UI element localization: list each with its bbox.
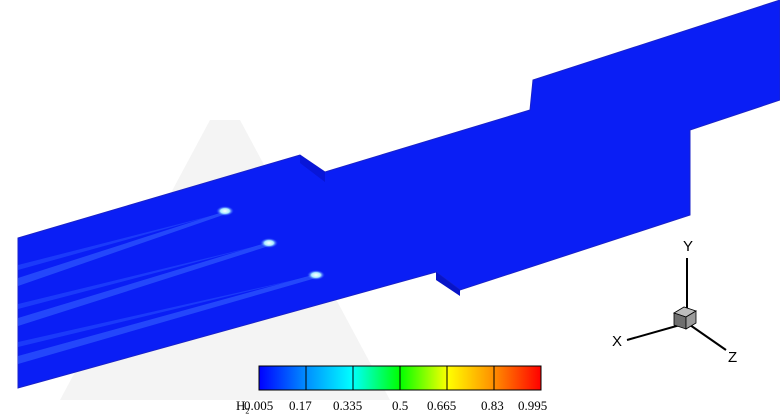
step-face-lower [436,272,460,296]
colorbar-tick-5: 0.83 [481,398,504,413]
jet-core-1 [216,206,234,216]
step-face-upper [300,155,325,182]
y-axis-label: Y [683,238,694,255]
z-axis-label: Z [728,349,738,366]
colorbar [258,365,542,391]
colorbar-tick-3: 0.5 [392,398,409,413]
axis-triad [626,258,727,351]
jet-trail-1b [18,212,226,270]
jet-trail-2 [18,242,269,326]
jet-trail-2b [18,243,269,309]
jet-core-2 [260,238,278,248]
cube-right [685,310,697,330]
legend-variable: H2 [236,398,249,416]
colorbar-tick-4: 0.665 [427,398,457,413]
colorbar-tick-2: 0.335 [333,398,363,413]
jet-trail-3 [18,274,316,364]
x-axis-label: X [612,333,623,350]
colorbar-tick-6: 0.995 [518,398,548,413]
colorbar-tick-0: 0.005 [244,398,274,413]
colorbar-tick-1: 0.17 [289,398,312,413]
jet-core-3 [307,270,325,280]
z-axis-line [689,324,727,351]
legend-variable-subscript: 2 [245,406,250,416]
jet-trail-3b [18,275,316,347]
jet-trail-1 [18,211,226,286]
legend-variable-name: H [236,398,246,413]
x-axis-line [626,324,681,341]
